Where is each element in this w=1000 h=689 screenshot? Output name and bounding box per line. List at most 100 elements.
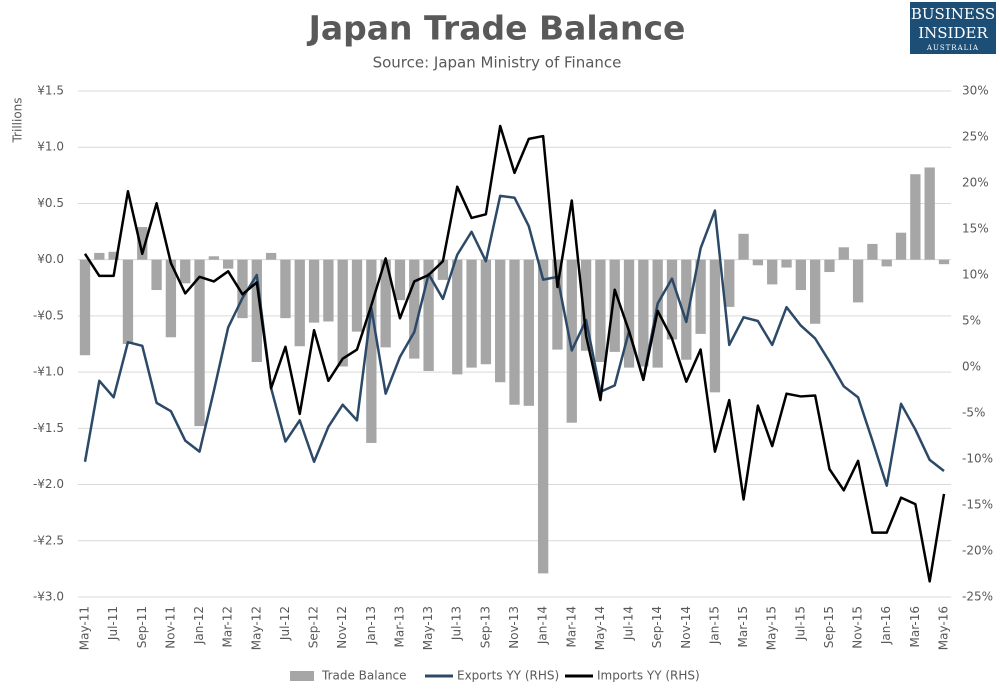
bar (337, 259, 348, 367)
y2-tick-label: 25% (962, 130, 989, 144)
x-tick-label: Mar-12 (221, 606, 235, 647)
x-tick-label: Jul-14 (622, 606, 636, 641)
bar (509, 259, 520, 405)
x-tick-label: May-16 (937, 606, 951, 650)
y-tick-label: -¥2.0 (33, 477, 64, 491)
bar (910, 174, 921, 260)
x-tick-label: Jan-16 (879, 606, 893, 645)
bar (94, 252, 105, 260)
bar (681, 259, 692, 360)
bar (194, 259, 205, 427)
bar (838, 247, 849, 260)
bar (137, 227, 148, 260)
bar (452, 259, 463, 375)
bar (351, 259, 363, 332)
legend-swatch (290, 671, 314, 681)
bar (480, 259, 492, 365)
y2-tick-label: -15% (962, 498, 993, 512)
y2-tick-label: 15% (962, 222, 989, 236)
x-tick-label: Jul-15 (793, 606, 807, 641)
bar (380, 259, 391, 348)
bar (752, 259, 764, 266)
x-tick-label: Jan-14 (536, 606, 550, 645)
chart-subtitle: Source: Japan Ministry of Finance (373, 54, 622, 72)
x-tick-label: Sep-15 (822, 606, 836, 648)
x-tick-label: Jan-13 (364, 606, 378, 645)
y-tick-label: ¥0.5 (37, 196, 64, 210)
bar (638, 259, 649, 367)
legend-label: Trade Balance (321, 669, 407, 683)
bar (308, 259, 320, 323)
x-tick-label: Sep-11 (135, 606, 149, 648)
bar (79, 259, 91, 356)
y-tick-label: ¥0.0 (37, 252, 64, 266)
bar (180, 259, 191, 284)
bar (580, 259, 592, 351)
x-tick-label: Mar-13 (392, 606, 406, 647)
bar (409, 259, 420, 359)
x-tick-label: Mar-16 (908, 606, 922, 647)
bar (108, 251, 119, 260)
bar (666, 259, 678, 340)
bar (294, 259, 305, 347)
bar (724, 259, 735, 307)
bar (781, 259, 792, 268)
y-tick-label: -¥2.5 (33, 533, 64, 547)
y-tick-label: ¥1.0 (37, 140, 64, 154)
y-tick-label: -¥1.5 (33, 421, 64, 435)
bar (394, 259, 406, 301)
bar (366, 259, 377, 443)
y2-tick-label: 0% (962, 360, 981, 374)
x-tick-label: May-13 (421, 606, 435, 650)
bar (537, 259, 549, 574)
y2-tick-label: 20% (962, 176, 989, 190)
x-tick-label: Jul-12 (278, 606, 292, 641)
bar (895, 232, 907, 260)
bar (265, 252, 277, 260)
bar (223, 259, 234, 269)
x-tick-label: Sep-14 (650, 606, 664, 648)
x-tick-label: Nov-13 (507, 606, 521, 649)
bar (165, 259, 177, 338)
bar (280, 259, 291, 319)
x-tick-label: Jul-11 (106, 606, 120, 641)
x-tick-label: Jan-12 (192, 606, 206, 645)
bar (122, 259, 134, 344)
y-tick-label: -¥0.5 (33, 308, 64, 322)
bar (237, 259, 248, 319)
x-tick-label: May-11 (78, 606, 92, 650)
y2-tick-label: 30% (962, 84, 989, 98)
bar (738, 233, 749, 260)
bar (151, 259, 162, 291)
y2-tick-label: -25% (962, 590, 993, 604)
bar (924, 167, 935, 260)
bar (709, 259, 721, 393)
y2-tick-label: 5% (962, 314, 981, 328)
y-tick-label: -¥1.0 (33, 365, 64, 379)
bar (824, 259, 835, 273)
y-axis-label: Trillions (11, 97, 25, 143)
legend-label: Exports YY (RHS) (457, 669, 559, 683)
bar (323, 259, 334, 322)
x-tick-label: Nov-12 (335, 606, 349, 649)
x-tick-label: May-14 (593, 606, 607, 650)
x-tick-label: Nov-11 (163, 606, 177, 649)
x-tick-label: May-15 (765, 606, 779, 650)
bar (423, 259, 434, 371)
y2-tick-label: 10% (962, 268, 989, 282)
x-tick-label: Sep-13 (478, 606, 492, 648)
bar (852, 259, 864, 303)
x-tick-label: Mar-14 (564, 606, 578, 647)
chart-title: Japan Trade Balance (307, 9, 686, 48)
bar (251, 259, 262, 362)
bar (523, 259, 534, 406)
bar (595, 259, 606, 362)
x-tick-label: Nov-14 (679, 606, 693, 649)
y2-tick-label: -5% (962, 406, 985, 420)
y-tick-label: ¥1.5 (37, 84, 64, 98)
logo-text: INSIDER (918, 24, 988, 42)
x-tick-label: Nov-15 (851, 606, 865, 649)
bar (795, 259, 806, 291)
bar (609, 259, 620, 352)
line-series (83, 194, 945, 487)
